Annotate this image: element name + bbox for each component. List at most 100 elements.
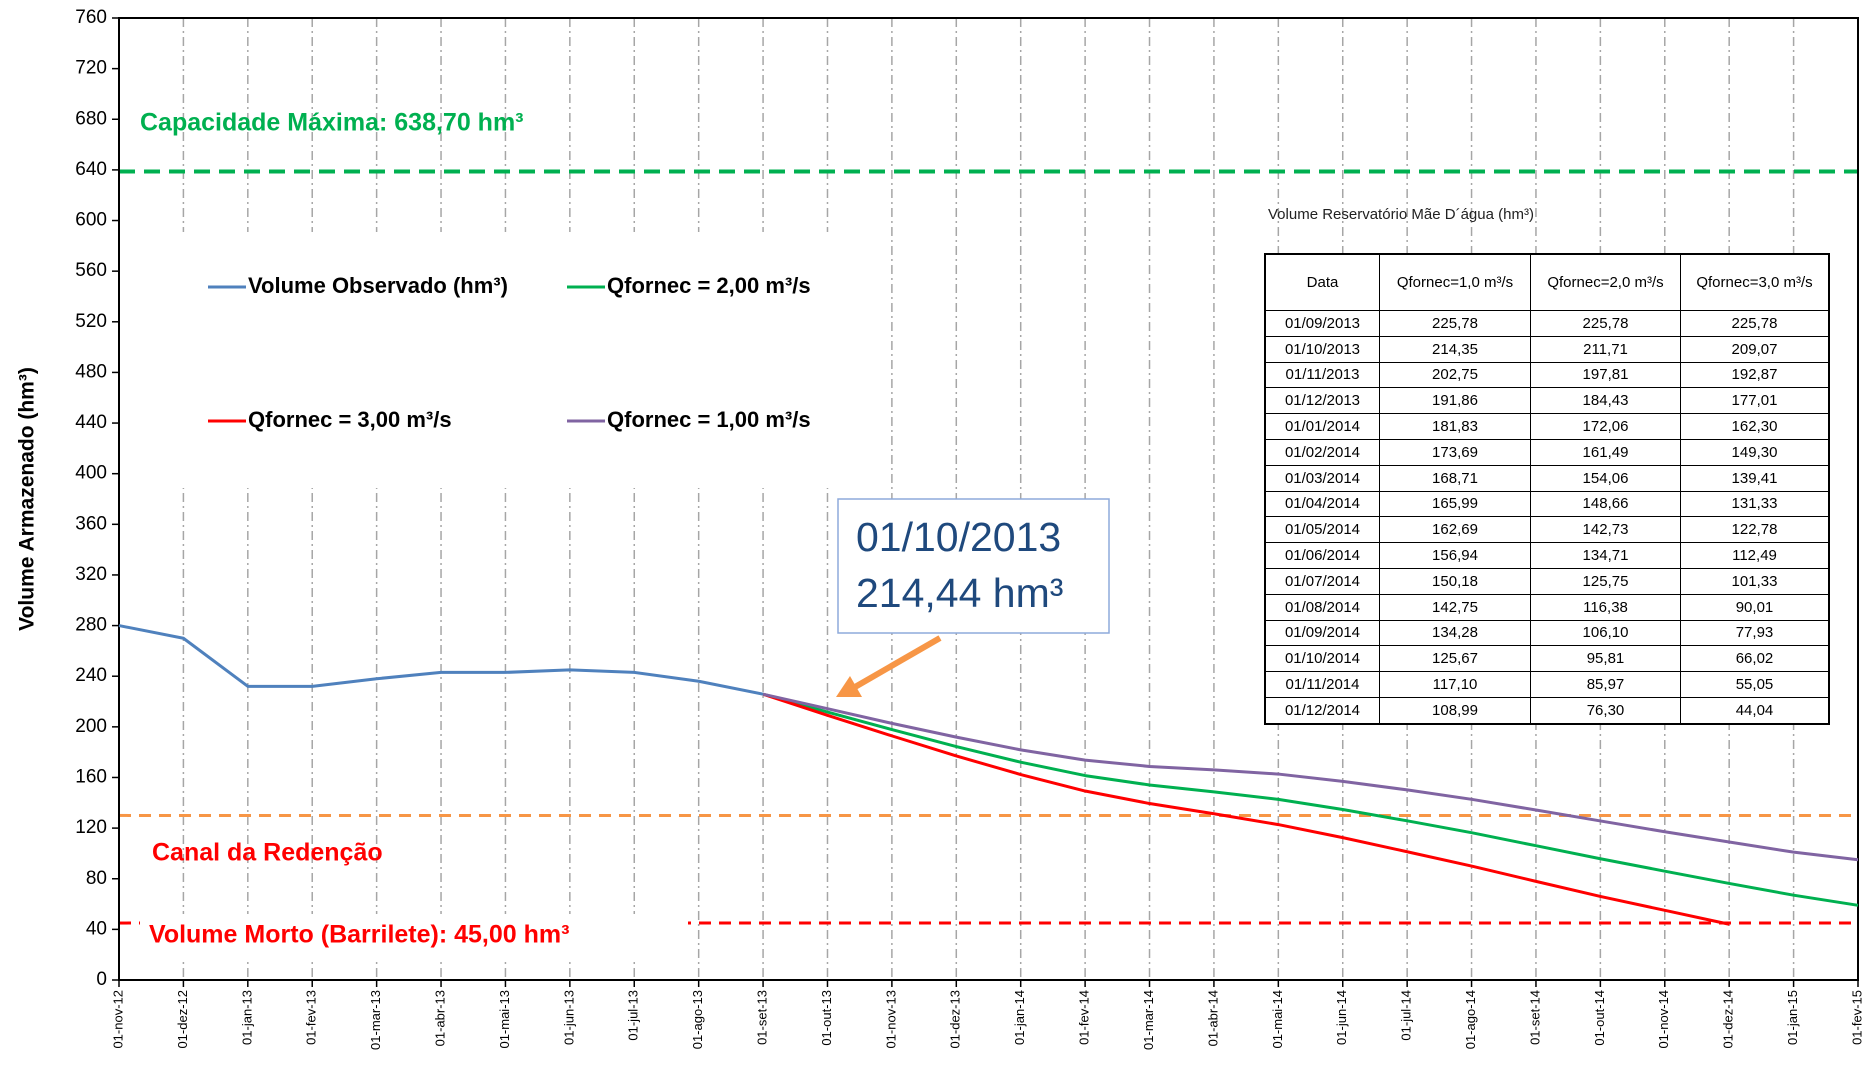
x-tick-label: 01-fev-13 xyxy=(304,990,319,1045)
y-tick-label: 200 xyxy=(75,716,107,737)
table-cell: 01/10/2014 xyxy=(1264,645,1380,673)
y-tick-label: 600 xyxy=(75,210,107,231)
table-cell: 108,99 xyxy=(1379,696,1531,725)
table-cell: 01/06/2014 xyxy=(1264,542,1380,569)
table-cell: 131,33 xyxy=(1680,490,1830,518)
table-cell: 76,30 xyxy=(1530,696,1681,725)
y-tick-label: 400 xyxy=(75,463,107,484)
table-row: 01/11/2013 202,75 197,81 192,87 xyxy=(1264,361,1830,389)
legend-label: Qfornec = 3,00 m³/s xyxy=(248,407,452,432)
y-tick-label: 320 xyxy=(75,564,107,585)
table-cell: 112,49 xyxy=(1680,542,1830,569)
table-cell: 202,75 xyxy=(1379,361,1531,389)
series-line xyxy=(762,692,1730,926)
table-cell: 125,67 xyxy=(1379,645,1531,673)
series-line xyxy=(118,624,764,696)
table-cell: 106,10 xyxy=(1530,619,1681,647)
table-cell: 148,66 xyxy=(1530,490,1681,518)
table-cell: 214,35 xyxy=(1379,335,1531,363)
table-cell: 01/12/2014 xyxy=(1264,696,1380,725)
y-tick-label: 0 xyxy=(96,969,107,990)
table-row: 01/03/2014 168,71 154,06 139,41 xyxy=(1264,464,1830,492)
callout-text: 01/10/2013 xyxy=(856,514,1061,560)
x-tick-label: 01-mai-13 xyxy=(497,990,512,1049)
x-tick-label: 01-ago-13 xyxy=(690,990,705,1049)
table-cell: 90,01 xyxy=(1680,593,1830,621)
table-header-cell: Data xyxy=(1264,253,1380,311)
x-tick-label: 01-out-13 xyxy=(819,990,834,1046)
x-tick-label: 01-dez-12 xyxy=(175,990,190,1049)
x-tick-label: 01-set-14 xyxy=(1527,990,1542,1045)
table-row: 01/09/2014 134,28 106,10 77,93 xyxy=(1264,619,1830,647)
table-cell: 95,81 xyxy=(1530,645,1681,673)
x-tick-label: 01-dez-14 xyxy=(1721,990,1736,1049)
x-tick-label: 01-jan-15 xyxy=(1785,990,1800,1045)
table-row: 01/02/2014 173,69 161,49 149,30 xyxy=(1264,438,1830,466)
x-tick-label: 01-ago-14 xyxy=(1463,990,1478,1049)
table-cell: 44,04 xyxy=(1680,696,1830,725)
y-tick-label: 560 xyxy=(75,260,107,281)
legend-label: Qfornec = 1,00 m³/s xyxy=(607,407,811,432)
table-title: Volume Reservatório Mãe D´água (hm³) xyxy=(1268,206,1534,223)
table-cell: 139,41 xyxy=(1680,464,1830,492)
table-cell: 01/04/2014 xyxy=(1264,490,1380,518)
table-cell: 66,02 xyxy=(1680,645,1830,673)
y-tick-label: 80 xyxy=(86,868,107,889)
table-cell: 162,30 xyxy=(1680,413,1830,440)
callout-box xyxy=(837,498,1110,634)
x-tick-label: 01-mar-14 xyxy=(1141,990,1156,1050)
table-header-cell: Qfornec=2,0 m³/s xyxy=(1530,253,1681,311)
y-tick-label: 120 xyxy=(75,817,107,838)
table-row: 01/08/2014 142,75 116,38 90,01 xyxy=(1264,593,1830,621)
table-cell: 01/08/2014 xyxy=(1264,593,1380,621)
x-tick-label: 01-nov-12 xyxy=(110,990,125,1049)
table-cell: 134,28 xyxy=(1379,619,1531,647)
y-tick-label: 40 xyxy=(86,918,107,939)
callout-arrowhead xyxy=(836,676,862,697)
legend-label: Qfornec = 2,00 m³/s xyxy=(607,273,811,298)
series-line xyxy=(762,692,1859,907)
table-cell: 177,01 xyxy=(1680,387,1830,415)
table-cell: 173,69 xyxy=(1379,438,1531,466)
table-cell: 117,10 xyxy=(1379,671,1531,698)
x-tick-label: 01-out-14 xyxy=(1592,990,1607,1046)
x-tick-label: 01-nov-14 xyxy=(1656,990,1671,1049)
table-row: 01/12/2013 191,86 184,43 177,01 xyxy=(1264,387,1830,415)
table-cell: 172,06 xyxy=(1530,413,1681,440)
y-tick-label: 360 xyxy=(75,513,107,534)
table-row: 01/05/2014 162,69 142,73 122,78 xyxy=(1264,516,1830,544)
reference-label: Volume Morto (Barrilete): 45,00 hm³ xyxy=(149,921,569,949)
table-row: 01/04/2014 165,99 148,66 131,33 xyxy=(1264,490,1830,518)
x-tick-label: 01-fev-14 xyxy=(1077,990,1092,1045)
table-cell: 85,97 xyxy=(1530,671,1681,698)
y-tick-label: 240 xyxy=(75,665,107,686)
legend-background xyxy=(178,232,832,488)
table-row: 01/11/2014 117,10 85,97 55,05 xyxy=(1264,671,1830,698)
table-cell: 165,99 xyxy=(1379,490,1531,518)
callout-text: 214,44 hm³ xyxy=(856,570,1063,616)
table-cell: 01/12/2013 xyxy=(1264,387,1380,415)
table-cell: 197,81 xyxy=(1530,361,1681,389)
x-tick-label: 01-mar-13 xyxy=(368,990,383,1050)
x-tick-label: 01-abr-14 xyxy=(1205,990,1220,1046)
y-tick-label: 480 xyxy=(75,361,107,382)
table-header-cell: Qfornec=1,0 m³/s xyxy=(1379,253,1531,311)
table-cell: 168,71 xyxy=(1379,464,1531,492)
table-cell: 01/07/2014 xyxy=(1264,567,1380,595)
table-cell: 01/11/2013 xyxy=(1264,361,1380,389)
table-row: 01/10/2014 125,67 95,81 66,02 xyxy=(1264,645,1830,673)
x-tick-label: 01-nov-13 xyxy=(883,990,898,1049)
table-cell: 192,87 xyxy=(1680,361,1830,389)
table-cell: 01/05/2014 xyxy=(1264,516,1380,544)
table-cell: 156,94 xyxy=(1379,542,1531,569)
table-cell: 154,06 xyxy=(1530,464,1681,492)
table-cell: 209,07 xyxy=(1680,335,1830,363)
label-background xyxy=(140,914,688,958)
table-cell: 01/10/2013 xyxy=(1264,335,1380,363)
y-axis-title: Volume Armazenado (hm³) xyxy=(16,367,39,631)
y-tick-label: 640 xyxy=(75,159,107,180)
table-cell: 01/09/2014 xyxy=(1264,619,1380,647)
y-tick-label: 160 xyxy=(75,766,107,787)
reference-label: Canal da Redenção xyxy=(152,839,383,867)
